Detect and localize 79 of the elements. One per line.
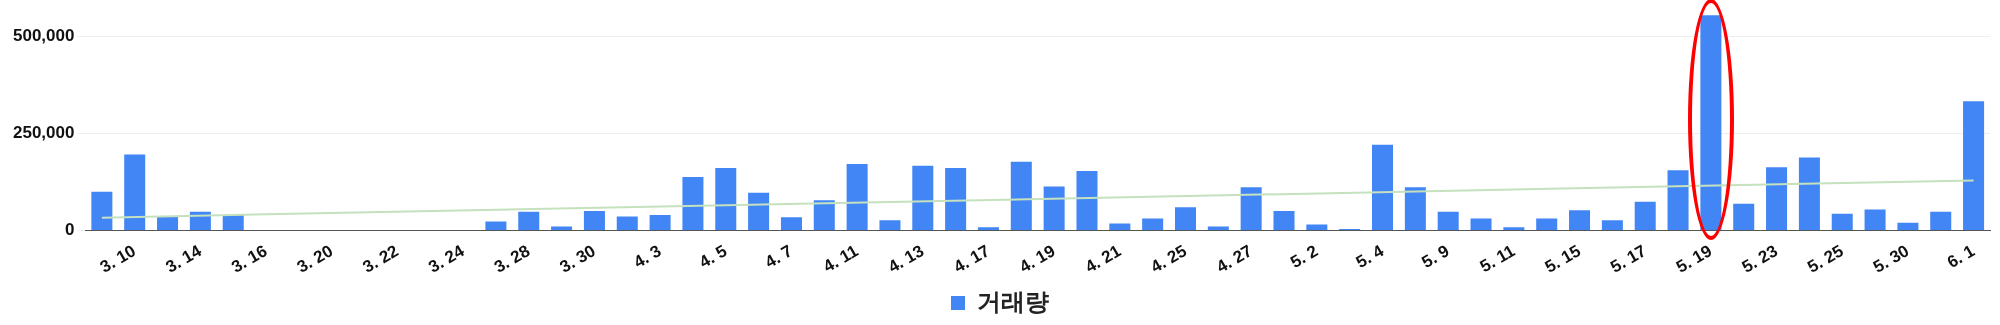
bar bbox=[1634, 201, 1656, 230]
bar bbox=[682, 176, 704, 230]
x-tick-label: 5. 30 bbox=[1870, 241, 1913, 277]
bar bbox=[715, 167, 737, 230]
x-tick-label: 3. 24 bbox=[425, 241, 468, 277]
x-tick-label: 4. 3 bbox=[630, 241, 665, 272]
y-tick-label: 250,000 bbox=[13, 123, 75, 143]
bar bbox=[1601, 220, 1623, 230]
x-tick-label: 3. 22 bbox=[359, 241, 402, 277]
x-tick-label: 3. 16 bbox=[228, 241, 271, 277]
bar bbox=[1109, 223, 1131, 230]
bar bbox=[1503, 227, 1525, 230]
x-tick-label: 4. 5 bbox=[696, 241, 731, 272]
bar bbox=[1831, 213, 1853, 230]
bar bbox=[1930, 211, 1952, 230]
x-tick-label: 4. 11 bbox=[820, 241, 862, 277]
bar bbox=[583, 211, 605, 230]
bar bbox=[1437, 211, 1459, 230]
x-tick-label: 4. 27 bbox=[1213, 241, 1256, 277]
x-tick-label: 5. 11 bbox=[1476, 241, 1519, 277]
x-tick-label: 5. 17 bbox=[1607, 241, 1650, 277]
bar bbox=[1963, 101, 1985, 230]
x-tick-label: 4. 19 bbox=[1016, 241, 1059, 277]
bar bbox=[1076, 171, 1098, 230]
x-tick-label: 4. 17 bbox=[950, 241, 993, 277]
bar bbox=[846, 164, 868, 230]
x-tick-label: 5. 25 bbox=[1804, 241, 1847, 277]
x-tick-label: 3. 30 bbox=[556, 241, 599, 277]
x-tick-label: 5. 9 bbox=[1418, 241, 1453, 272]
bar bbox=[1010, 161, 1032, 230]
x-tick-label: 5. 2 bbox=[1287, 241, 1322, 272]
y-tick-label: 0 bbox=[64, 220, 75, 240]
bar bbox=[1306, 224, 1328, 230]
bar bbox=[1733, 203, 1755, 230]
bar bbox=[485, 221, 507, 230]
x-tick-label: 4. 25 bbox=[1147, 241, 1190, 277]
legend-label: 거래량 bbox=[977, 287, 1049, 315]
y-tick-label: 500,000 bbox=[13, 26, 75, 46]
bar bbox=[124, 154, 146, 230]
bar bbox=[222, 214, 244, 230]
bar bbox=[1798, 157, 1820, 230]
bar bbox=[518, 211, 540, 230]
bar bbox=[1536, 218, 1558, 230]
x-tick-label: 3. 20 bbox=[293, 241, 337, 277]
x-tick-label: 4. 21 bbox=[1081, 241, 1125, 277]
x-tick-label: 5. 4 bbox=[1352, 241, 1388, 272]
bar bbox=[945, 167, 967, 230]
bar bbox=[1174, 207, 1196, 230]
bar bbox=[649, 214, 671, 230]
x-tick-label: 4. 13 bbox=[884, 241, 928, 277]
bar bbox=[1667, 170, 1689, 230]
bar bbox=[1372, 144, 1394, 230]
bar bbox=[780, 217, 802, 230]
bar bbox=[1142, 218, 1164, 230]
bar bbox=[91, 191, 113, 230]
x-tick-label: 5. 19 bbox=[1673, 241, 1716, 277]
x-tick-label: 5. 23 bbox=[1738, 241, 1781, 277]
bar bbox=[1897, 222, 1919, 230]
bar bbox=[1569, 210, 1591, 230]
x-tick-label: 3. 10 bbox=[96, 241, 140, 277]
bar bbox=[879, 220, 901, 230]
bar bbox=[1766, 167, 1788, 230]
x-tick-label: 4. 7 bbox=[761, 241, 796, 272]
x-tick-label: 3. 28 bbox=[490, 241, 534, 277]
bar bbox=[157, 216, 179, 230]
bar bbox=[1043, 186, 1065, 230]
bar bbox=[1273, 211, 1295, 230]
x-tick-label: 3. 14 bbox=[162, 241, 206, 277]
bar bbox=[1240, 187, 1262, 230]
bar bbox=[1470, 218, 1492, 230]
bar bbox=[912, 165, 934, 230]
bar bbox=[616, 216, 638, 230]
bar bbox=[1864, 209, 1886, 230]
bar bbox=[748, 192, 770, 230]
bar bbox=[977, 227, 999, 230]
bar bbox=[1404, 187, 1426, 230]
x-tick-label: 5. 15 bbox=[1541, 241, 1584, 277]
x-tick-label: 6. 1 bbox=[1943, 241, 1978, 272]
bar bbox=[813, 200, 835, 230]
